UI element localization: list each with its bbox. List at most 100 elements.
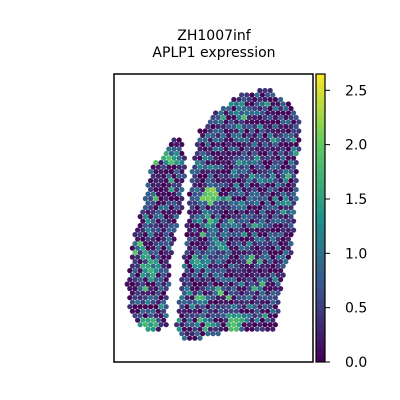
expression-spot (259, 110, 265, 116)
expression-spot (166, 263, 172, 269)
expression-spot (262, 196, 268, 202)
expression-spot (257, 178, 263, 184)
expression-spot (226, 123, 232, 130)
expression-spot (161, 218, 167, 224)
expression-spot (233, 218, 239, 224)
expression-spot (129, 263, 135, 269)
expression-spot (205, 304, 211, 310)
expression-spot (213, 146, 219, 152)
expression-spot (259, 155, 265, 161)
expression-spot (259, 137, 265, 143)
expression-spot (226, 250, 232, 256)
expression-spot (168, 232, 174, 238)
expression-spot (254, 299, 260, 305)
expression-spot (207, 254, 213, 260)
expression-spot (150, 191, 156, 197)
expression-spot (184, 268, 190, 274)
expression-spot (233, 245, 239, 251)
expression-spot (246, 160, 252, 166)
expression-spot (202, 182, 208, 188)
expression-spot (231, 205, 237, 211)
expression-spot (215, 304, 221, 310)
expression-spot (233, 200, 239, 206)
expression-spot (161, 155, 167, 161)
expression-spot (265, 227, 271, 233)
expression-spot (223, 326, 229, 332)
expression-spot (218, 218, 224, 224)
expression-spot (197, 245, 203, 251)
expression-spot (132, 259, 138, 265)
expression-spot (265, 119, 271, 125)
expression-spot (145, 254, 151, 260)
expression-spot (155, 236, 161, 242)
expression-spot (210, 268, 216, 274)
expression-spot (153, 169, 159, 175)
expression-spot (184, 331, 190, 337)
expression-spot (254, 137, 260, 143)
expression-spot (223, 317, 229, 323)
expression-spot (158, 259, 164, 265)
expression-spot (210, 123, 216, 130)
expression-spot (257, 205, 263, 211)
expression-spot (278, 141, 284, 148)
expression-spot (249, 209, 255, 215)
expression-spot (155, 290, 161, 296)
expression-spot (163, 169, 169, 175)
expression-spot (135, 227, 141, 233)
expression-spot (197, 272, 203, 278)
expression-spot (241, 232, 247, 238)
expression-spot (283, 205, 289, 211)
expression-spot (233, 236, 239, 242)
expression-spot (194, 259, 200, 265)
expression-spot (272, 160, 278, 166)
expression-spot (153, 322, 159, 328)
expression-spot (158, 268, 164, 274)
expression-spot (231, 96, 237, 103)
expression-spot (254, 191, 260, 197)
expression-spot (257, 277, 263, 283)
expression-spot (161, 299, 167, 305)
expression-spot (262, 277, 268, 283)
expression-spot (244, 245, 250, 251)
expression-spot (252, 187, 258, 193)
expression-spot (210, 160, 216, 166)
expression-spot (228, 299, 234, 305)
expression-spot (163, 295, 169, 301)
expression-spot (220, 268, 226, 274)
expression-spot (174, 196, 180, 202)
expression-spot (135, 308, 141, 314)
expression-spot (215, 331, 221, 337)
expression-spot (291, 119, 297, 125)
expression-spot (226, 241, 232, 247)
expression-spot (181, 335, 187, 341)
expression-spot (207, 326, 213, 332)
expression-spot (288, 141, 294, 148)
expression-spot (228, 155, 234, 161)
expression-spot (241, 214, 247, 220)
expression-spot (140, 281, 146, 287)
expression-spot (155, 254, 161, 260)
expression-spot (197, 155, 203, 161)
expression-spot (142, 232, 148, 238)
expression-spot (272, 187, 278, 193)
expression-spot (210, 295, 216, 301)
expression-spot (293, 132, 299, 139)
expression-spot (241, 123, 247, 130)
expression-spot (241, 304, 247, 310)
expression-spot (270, 245, 276, 251)
expression-spot (293, 114, 299, 121)
expression-spot (293, 123, 299, 130)
expression-spot (285, 137, 291, 143)
expression-spot (283, 169, 289, 175)
expression-spot (226, 132, 232, 139)
expression-spot (210, 313, 216, 319)
expression-spot (223, 209, 229, 215)
expression-spot (272, 96, 278, 103)
expression-spot (272, 286, 278, 292)
expression-spot (223, 191, 229, 197)
expression-spot (270, 218, 276, 224)
expression-spot (252, 250, 258, 256)
expression-spot (202, 191, 208, 197)
expression-spot (215, 286, 221, 292)
expression-spot (148, 178, 154, 184)
